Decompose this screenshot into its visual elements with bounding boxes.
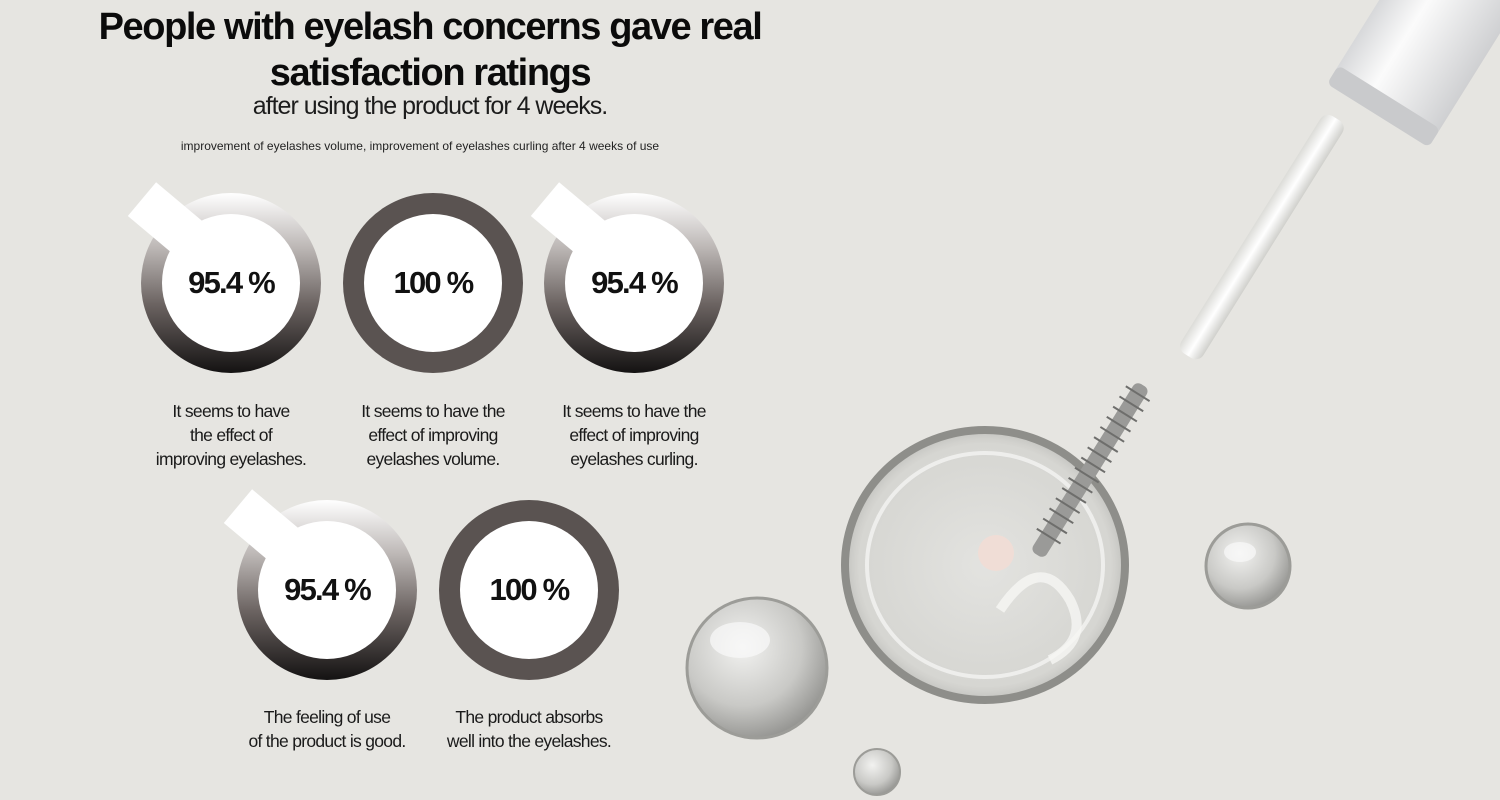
stat-caption: The product absorbs well into the eyelas… [429,705,629,753]
brush-tip [978,535,1014,571]
ring-center: 100 % [364,214,502,352]
droplet [685,596,829,740]
caption-line: effect of improving [569,425,699,445]
caption-line: of the product is good. [248,731,406,751]
progress-ring: 95.4 % [237,500,417,680]
stat-caption: It seems to have the effect of improving… [131,399,331,471]
stat-caption: The feeling of use of the product is goo… [227,705,427,753]
caption-line: The feeling of use [263,707,391,727]
stat-percentage: 95.4 % [188,265,276,300]
caption-line: the effect of [189,425,273,445]
stat-percentage: 95.4 % [591,265,679,300]
progress-ring: 100 % [343,193,523,373]
droplet [1204,522,1292,610]
stat-percentage: 95.4 % [284,572,372,607]
stat-caption: It seems to have the effect of improving… [333,399,533,471]
wand-brush [1032,383,1151,557]
caption-line: It seems to have the [562,401,706,421]
caption-line: eyelashes volume. [366,449,500,469]
caption-line: effect of improving [368,425,498,445]
headline-line-2: satisfaction ratings [269,52,592,94]
stat-percentage: 100 % [393,265,475,300]
caption-line: improving eyelashes. [155,449,307,469]
wand-cap [1329,0,1500,146]
caption-line: eyelashes curling. [570,449,698,469]
wand-stem [1180,114,1344,360]
caption-line: It seems to have the [361,401,505,421]
caption-line: It seems to have [172,401,290,421]
caption-line: The product absorbs [455,707,603,727]
ring-center: 95.4 % [258,521,396,659]
progress-ring: 100 % [439,500,619,680]
caption-line: well into the eyelashes. [446,731,612,751]
study-note: improvement of eyelashes volume, improve… [180,139,660,153]
ring-center: 100 % [460,521,598,659]
stat-percentage: 100 % [489,572,571,607]
subtitle: after using the product for 4 weeks. [252,92,609,120]
ring-center: 95.4 % [565,214,703,352]
droplet [853,748,901,796]
headline-line-1: People with eyelash concerns gave real [98,6,763,48]
headline: People with eyelash concerns gave real s… [60,4,800,96]
stat-caption: It seems to have the effect of improving… [534,399,734,471]
